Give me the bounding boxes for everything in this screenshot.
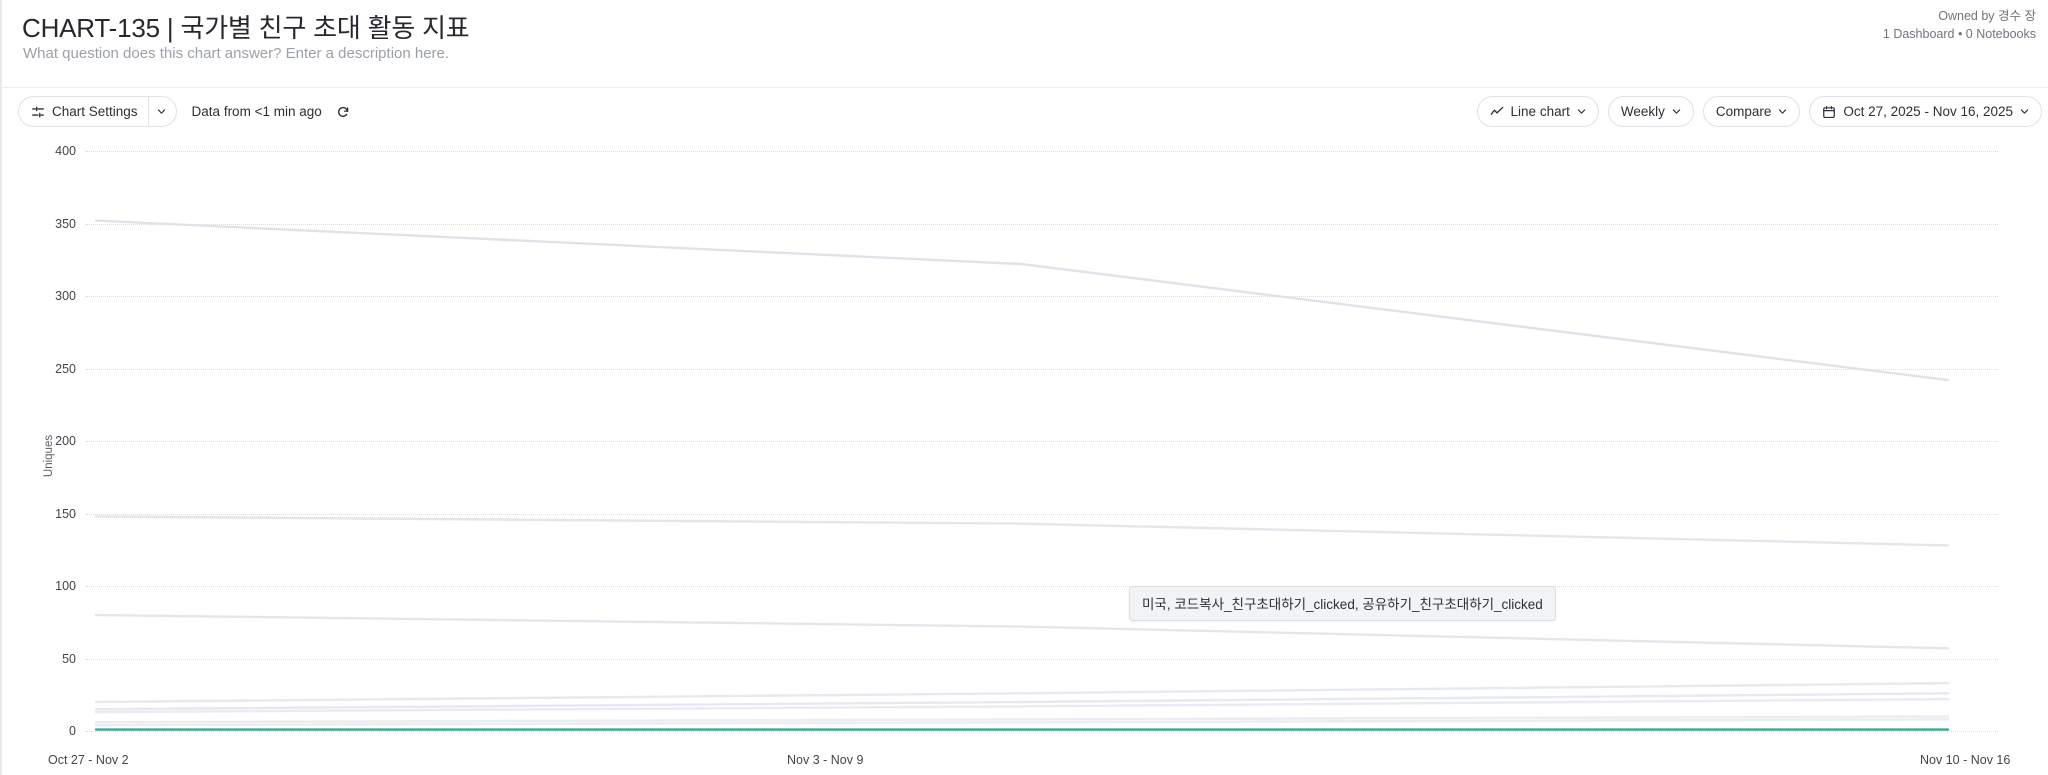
series-line bbox=[94, 697, 1950, 714]
gridline bbox=[86, 296, 1998, 297]
chart-tooltip: 미국, 코드복사_친구초대하기_clicked, 공유하기_친구초대하기_cli… bbox=[1129, 586, 1556, 621]
y-axis-tick-label: 50 bbox=[62, 651, 76, 666]
gridline bbox=[86, 513, 1998, 515]
gridline bbox=[86, 658, 1998, 660]
gridline bbox=[86, 368, 1998, 370]
page-title: CHART-135 | 국가별 친구 초대 활동 지표 bbox=[22, 13, 470, 43]
chevron-down-icon bbox=[1577, 107, 1586, 116]
y-axis-tick-label: 0 bbox=[69, 724, 76, 738]
chart-settings-label: Chart Settings bbox=[52, 104, 138, 119]
chevron-down-icon bbox=[157, 107, 166, 116]
toolbar-right-group: Line chart Weekly Compare bbox=[1476, 96, 2042, 127]
chart-type-label: Line chart bbox=[1510, 104, 1570, 119]
y-axis-tick-label: 150 bbox=[55, 506, 76, 521]
chevron-down-icon bbox=[2020, 107, 2029, 116]
chart-type-button[interactable]: Line chart bbox=[1476, 96, 1599, 127]
chart-settings-group: Chart Settings bbox=[18, 96, 177, 127]
chart-toolbar: Chart Settings Data from <1 min ago bbox=[2, 88, 2048, 136]
gridline bbox=[86, 586, 1998, 587]
chart-settings-button[interactable]: Chart Settings bbox=[18, 96, 148, 127]
page-header: CHART-135 | 국가별 친구 초대 활동 지표 What questio… bbox=[2, 0, 2048, 88]
chart-settings-dropdown-toggle[interactable] bbox=[147, 96, 177, 127]
y-axis-tick-label: 250 bbox=[55, 361, 76, 376]
chevron-down-icon bbox=[1778, 107, 1787, 116]
calendar-icon bbox=[1822, 105, 1836, 119]
toolbar-left-group: Chart Settings Data from <1 min ago bbox=[18, 96, 353, 127]
gridline bbox=[86, 441, 1998, 442]
data-freshness: Data from <1 min ago bbox=[192, 102, 353, 122]
series-line bbox=[94, 718, 1950, 727]
owner-name: Owned by 경수 장 bbox=[1938, 9, 2036, 23]
y-axis-tick-label: 300 bbox=[55, 289, 76, 303]
y-axis-tick-label: 100 bbox=[55, 579, 76, 593]
x-axis-tick-label: Oct 27 - Nov 2 bbox=[48, 753, 129, 767]
x-axis-tick-label: Nov 10 - Nov 16 bbox=[1920, 753, 2011, 767]
series-lines bbox=[94, 219, 1950, 731]
gridline bbox=[86, 223, 1998, 225]
series-line bbox=[94, 515, 1950, 547]
chart-canvas[interactable]: Uniques 400 350 300 250 200 150 100 50 0 Oct 27 … bbox=[2, 136, 2048, 775]
x-axis-tick-label: Nov 3 - Nov 9 bbox=[787, 753, 864, 767]
sliders-icon bbox=[31, 105, 45, 119]
chevron-down-icon bbox=[1672, 107, 1681, 116]
date-range-label: Oct 27, 2025 - Nov 16, 2025 bbox=[1843, 104, 2013, 119]
gridline bbox=[86, 151, 1998, 152]
data-freshness-label: Data from <1 min ago bbox=[191, 104, 322, 119]
series-line bbox=[94, 613, 1950, 650]
series-line bbox=[94, 692, 1950, 711]
y-axis-tick-label: 400 bbox=[55, 144, 76, 158]
y-axis-tick-label: 350 bbox=[55, 216, 76, 231]
tooltip-label: 미국, 코드복사_친구초대하기_clicked, 공유하기_친구초대하기_cli… bbox=[1142, 597, 1543, 612]
compare-label: Compare bbox=[1715, 104, 1772, 119]
y-axis-label: Uniques bbox=[43, 434, 56, 477]
series-line bbox=[94, 219, 1950, 382]
granularity-button[interactable]: Weekly bbox=[1607, 96, 1694, 127]
date-range-button[interactable]: Oct 27, 2025 - Nov 16, 2025 bbox=[1809, 96, 2042, 127]
owner-meta: Owned by 경수 장 1 Dashboard • 0 Notebooks bbox=[1883, 7, 2036, 43]
usage-count: 1 Dashboard • 0 Notebooks bbox=[1882, 27, 2036, 42]
line-chart-icon bbox=[1490, 105, 1504, 119]
series-line bbox=[94, 715, 1950, 724]
series-line bbox=[94, 681, 1950, 704]
plot-area[interactable] bbox=[86, 151, 1998, 775]
page-description-placeholder[interactable]: What question does this chart answer? En… bbox=[23, 45, 450, 62]
compare-button[interactable]: Compare bbox=[1702, 96, 1801, 127]
y-axis-tick-label: 200 bbox=[55, 434, 76, 448]
refresh-icon[interactable] bbox=[333, 102, 353, 122]
gridline bbox=[86, 731, 1998, 732]
granularity-label: Weekly bbox=[1620, 104, 1665, 119]
